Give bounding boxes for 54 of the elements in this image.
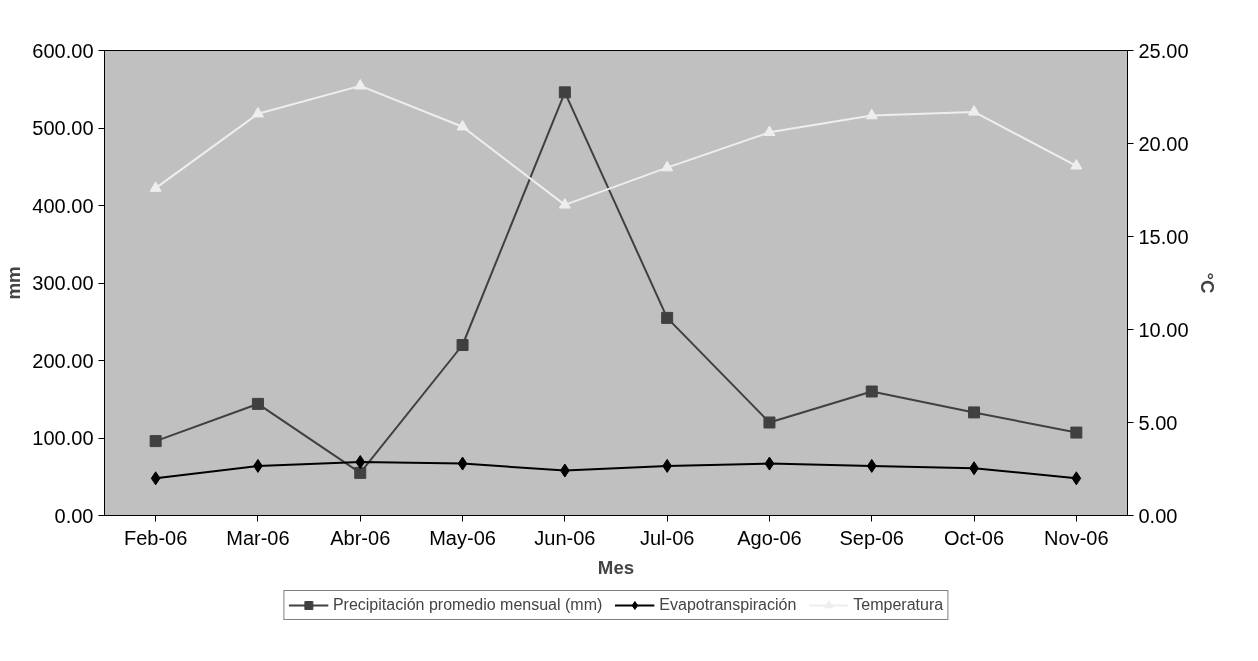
point xyxy=(1071,471,1082,486)
point xyxy=(763,125,776,137)
x-tick-label: Feb-06 xyxy=(123,526,188,549)
point xyxy=(251,397,264,410)
point xyxy=(558,86,571,99)
legend-label: Precipitación promedio mensual (mm) xyxy=(332,596,603,614)
x-tick-label: Ago-06 xyxy=(737,526,802,549)
y-tick-label: 300.00 xyxy=(32,272,94,294)
y-tick-label: 0.00 xyxy=(54,504,94,527)
point xyxy=(149,181,162,192)
x-tick-label: Nov-06 xyxy=(1044,526,1109,549)
y-tick-label: 200.00 xyxy=(32,349,94,372)
y-axis-title: mm xyxy=(3,266,25,300)
point xyxy=(251,106,264,118)
point xyxy=(764,456,775,471)
point xyxy=(1070,426,1083,439)
x-tick-label: Mar-06 xyxy=(226,526,290,549)
point xyxy=(354,466,367,479)
x-tick-label: Sep-06 xyxy=(839,526,904,549)
point xyxy=(558,198,571,209)
y-tick-label: 400.00 xyxy=(32,194,94,217)
x-tick-label: Abr-06 xyxy=(330,526,391,549)
point xyxy=(661,311,674,324)
x-tick-label: Jul-06 xyxy=(639,526,695,549)
point xyxy=(763,416,776,429)
point xyxy=(968,406,981,419)
y2-tick-label: 10.00 xyxy=(1138,318,1189,341)
point xyxy=(457,456,468,471)
x-tick-label: Jun-06 xyxy=(534,526,596,549)
point xyxy=(149,435,162,448)
y2-tick-label: 5.00 xyxy=(1138,411,1178,434)
x-tick-label: May-06 xyxy=(429,526,496,549)
point xyxy=(456,339,469,351)
point xyxy=(661,160,674,172)
y-tick-label: 100.00 xyxy=(32,427,94,449)
y-tick-label: 600.00 xyxy=(32,39,94,62)
legend-label: Evapotranspiración xyxy=(659,596,797,614)
y2-axis-title: °C xyxy=(1196,272,1218,294)
point xyxy=(866,458,877,473)
point xyxy=(456,119,469,131)
legend-label: Temperatura xyxy=(853,596,944,614)
point xyxy=(865,385,878,398)
point xyxy=(355,455,366,470)
y2-tick-label: 20.00 xyxy=(1138,132,1189,155)
point xyxy=(865,108,878,120)
y-tick-label: 500.00 xyxy=(32,117,94,139)
x-tick-label: Oct-06 xyxy=(944,526,1005,549)
y2-tick-label: 0.00 xyxy=(1138,504,1178,527)
y2-tick-label: 15.00 xyxy=(1138,225,1189,248)
point xyxy=(150,471,161,486)
y2-tick-label: 25.00 xyxy=(1138,39,1189,62)
point xyxy=(354,78,367,90)
point xyxy=(1070,158,1083,170)
x-axis-title: Mes xyxy=(597,556,635,578)
